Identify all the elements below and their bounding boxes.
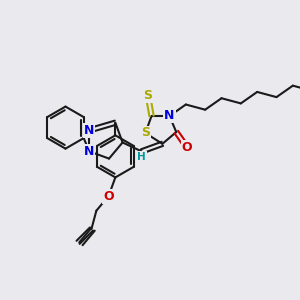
Text: O: O [103, 190, 114, 203]
Text: H: H [137, 152, 146, 162]
Text: N: N [164, 110, 175, 122]
Text: S: S [143, 89, 152, 102]
Text: O: O [182, 141, 193, 154]
Text: N: N [84, 145, 94, 158]
Text: S: S [141, 127, 150, 140]
Text: N: N [84, 124, 94, 137]
